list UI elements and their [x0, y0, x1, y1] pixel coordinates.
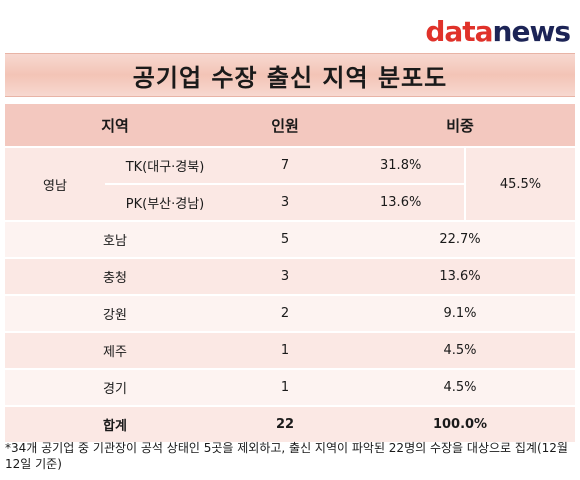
- region-label: 충청: [5, 258, 226, 296]
- count-cell: 1: [225, 332, 346, 370]
- share-cell: 4.5%: [345, 369, 576, 407]
- table-row: 영남 TK(대구·경북) 7 31.8% 45.5%: [5, 147, 576, 222]
- total-label: 합계: [5, 406, 226, 444]
- share-cell: 31.8%: [345, 147, 466, 185]
- region-distribution-table: 지역 인원 비중 영남 TK(대구·경북) 7 31.8% 45.5% PK(부…: [5, 104, 576, 444]
- logo-data: data: [425, 15, 493, 48]
- region-label: 호남: [5, 221, 226, 259]
- yeongnam-total-share: 45.5%: [464, 147, 576, 222]
- count-cell: 2: [225, 295, 346, 333]
- logo-news: news: [492, 15, 571, 48]
- table-row: 경기 1 4.5%: [5, 369, 576, 407]
- total-share: 100.0%: [345, 406, 576, 444]
- table-row: PK(부산·경남) 3 13.6%: [5, 184, 575, 222]
- yeongnam-label: 영남: [5, 147, 105, 222]
- share-cell: 13.6%: [345, 258, 576, 296]
- table-row: 강원 2 9.1%: [5, 295, 576, 333]
- count-cell: 7: [225, 147, 346, 185]
- region-label: 제주: [5, 332, 226, 370]
- datanews-logo: datanews: [425, 15, 571, 48]
- count-cell: 3: [225, 258, 346, 296]
- share-cell: 13.6%: [345, 184, 466, 222]
- header-region: 지역: [5, 104, 226, 148]
- total-count: 22: [225, 406, 346, 444]
- total-row: 합계 22 100.0%: [5, 406, 576, 444]
- table-row: 충청 3 13.6%: [5, 258, 576, 296]
- table-title: 공기업 수장 출신 지역 분포도: [5, 53, 575, 97]
- footnote: *34개 공기업 중 기관장이 공석 상태인 5곳을 제외하고, 출신 지역이 …: [5, 441, 568, 471]
- header-share: 비중: [345, 104, 576, 148]
- table-row: 호남 5 22.7%: [5, 221, 576, 259]
- region-label: 강원: [5, 295, 226, 333]
- count-cell: 3: [225, 184, 346, 222]
- count-cell: 5: [225, 221, 346, 259]
- header-row: 지역 인원 비중: [5, 104, 576, 148]
- share-cell: 4.5%: [345, 332, 576, 370]
- share-cell: 9.1%: [345, 295, 576, 333]
- sub-region-label: TK(대구·경북): [105, 147, 226, 185]
- share-cell: 22.7%: [345, 221, 576, 259]
- region-label: 경기: [5, 369, 226, 407]
- header-count: 인원: [225, 104, 346, 148]
- count-cell: 1: [225, 369, 346, 407]
- table-row: 제주 1 4.5%: [5, 332, 576, 370]
- sub-region-label: PK(부산·경남): [105, 184, 226, 222]
